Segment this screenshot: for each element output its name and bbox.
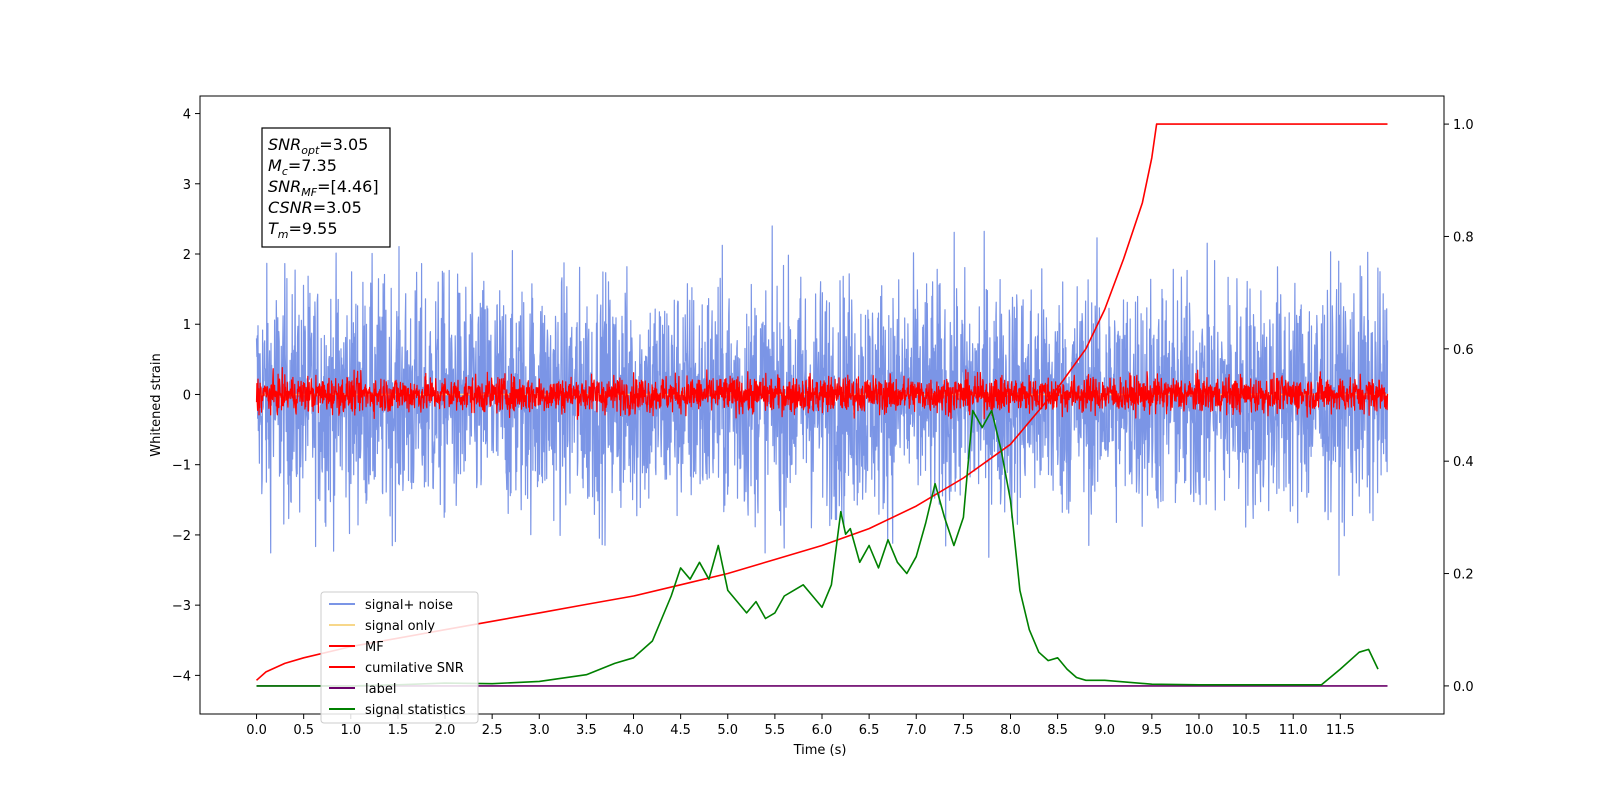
x-tick-label: 10.5 [1232,723,1261,738]
legend: signal+ noise signal only MF cumilative SNR… [320,591,479,724]
y-axis-title: Whitened strain [149,353,164,456]
y2-tick-label: 1.0 [1453,118,1474,133]
x-tick-label: 0.0 [246,723,267,738]
annotation-line-5: Tm=9.55 [268,219,338,241]
x-tick-label: 4.0 [623,723,644,738]
x-tick-label: 7.5 [953,723,974,738]
y-tick-label: −2 [172,529,191,544]
x-tick-label: 11.5 [1326,723,1355,738]
x-axis-title: Time (s) [793,743,847,758]
y2-tick-label: 0.2 [1453,568,1474,583]
x-axis: 0.0 0.5 1.0 1.5 2.0 2.5 3.0 3.5 4.0 4.5 5.0 5.5 6.0 6… [246,714,1355,738]
y2-tick-label: 0.4 [1453,455,1474,470]
series-signal-statistics [256,409,1379,687]
y-tick-label: 1 [183,318,191,333]
y-tick-label: −1 [172,459,191,474]
y-axis-left: 4 3 2 1 0 −1 −2 −3 −4 [172,108,200,684]
y-tick-label: 0 [183,388,191,403]
x-tick-label: 3.0 [529,723,550,738]
legend-label-signal-statistics: signal statistics [365,703,466,718]
x-tick-label: 8.0 [1000,723,1021,738]
y-tick-label: −3 [172,599,191,614]
y-tick-label: 3 [183,178,191,193]
annotation-line-4: CSNR=3.05 [268,198,362,217]
legend-label-signal-noise: signal+ noise [365,598,453,613]
annotation-line-3: SNRMF=[4.46] [268,177,379,199]
annotation-line-1: SNRopt=3.05 [268,135,368,157]
x-tick-label: 3.5 [576,723,597,738]
x-tick-label: 0.5 [293,723,314,738]
y-tick-label: 2 [183,248,191,263]
legend-label-signal-only: signal only [365,619,435,634]
x-tick-label: 9.5 [1142,723,1163,738]
series-signal-noise [255,225,1389,576]
x-tick-label: 1.5 [388,723,409,738]
y2-tick-label: 0.6 [1453,343,1474,358]
x-tick-label: 7.0 [906,723,927,738]
y-tick-label: −4 [172,669,191,684]
y2-tick-label: 0.8 [1453,230,1474,245]
x-tick-label: 6.0 [812,723,833,738]
x-tick-label: 6.5 [859,723,880,738]
x-tick-label: 9.0 [1094,723,1115,738]
x-tick-label: 4.5 [670,723,691,738]
y-tick-label: 4 [183,108,191,123]
x-tick-label: 2.5 [482,723,503,738]
legend-label-cumilative-snr: cumilative SNR [365,661,464,676]
x-tick-label: 2.0 [435,723,456,738]
y2-tick-label: 0.0 [1453,680,1474,695]
y-axis-right: 1.0 0.8 0.6 0.4 0.2 0.0 [1444,118,1474,695]
legend-label-mf: MF [365,640,384,655]
x-tick-label: 5.0 [717,723,738,738]
series-mf [255,367,1389,420]
annotation-frame [261,127,391,248]
x-tick-label: 10.0 [1184,723,1213,738]
x-tick-label: 8.5 [1047,723,1068,738]
legend-label-label: label [365,682,396,697]
x-tick-label: 5.5 [765,723,786,738]
annotation-line-2: Mc=7.35 [268,156,337,178]
x-tick-label: 11.0 [1279,723,1308,738]
x-tick-label: 1.0 [340,723,361,738]
legend-frame [320,591,479,724]
